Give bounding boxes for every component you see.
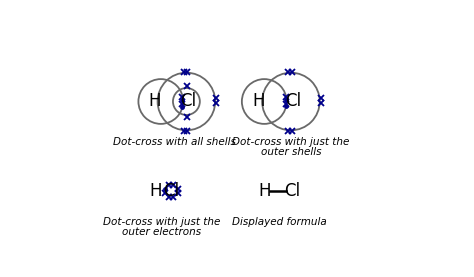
Text: H: H [148,93,161,111]
Text: Dot-cross with just the: Dot-cross with just the [232,137,350,147]
Text: Cl: Cl [181,93,197,111]
Text: outer shells: outer shells [261,147,321,157]
Text: outer electrons: outer electrons [122,227,201,237]
Text: Cl: Cl [164,182,180,200]
Text: Displayed formula: Displayed formula [232,217,327,227]
Text: Dot-cross with all shells: Dot-cross with all shells [113,137,236,147]
Text: H: H [149,182,162,200]
Text: Cl: Cl [284,182,300,200]
Text: H: H [253,93,265,111]
Text: Dot-cross with just the: Dot-cross with just the [103,217,220,227]
Text: Cl: Cl [285,93,301,111]
Text: H: H [258,182,271,200]
